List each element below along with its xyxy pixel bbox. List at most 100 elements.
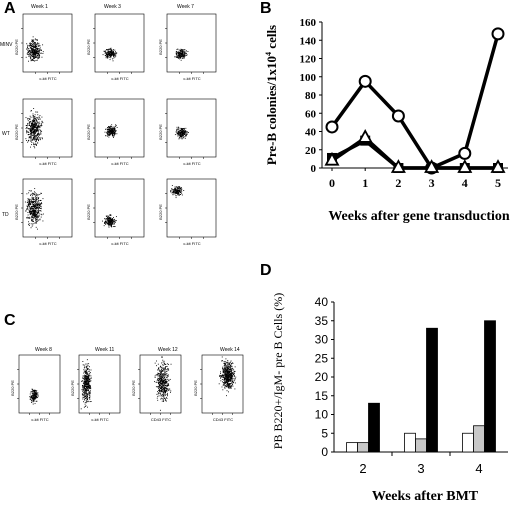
event-dot bbox=[88, 371, 90, 373]
event-dot bbox=[229, 376, 231, 378]
event-dot bbox=[182, 133, 183, 135]
event-dot bbox=[28, 203, 30, 205]
event-dot bbox=[33, 127, 35, 129]
dotplot-x-label: c-kit FITC bbox=[183, 76, 200, 81]
event-dot bbox=[28, 128, 29, 130]
event-dot bbox=[31, 212, 33, 214]
event-dot bbox=[232, 362, 234, 364]
event-dot bbox=[84, 406, 86, 407]
event-dot bbox=[26, 130, 27, 132]
event-dot bbox=[30, 55, 32, 57]
event-dot bbox=[42, 51, 44, 53]
event-dot bbox=[154, 376, 156, 378]
event-dot bbox=[229, 372, 230, 374]
event-dot bbox=[161, 362, 163, 364]
event-dot bbox=[86, 384, 88, 386]
event-dot bbox=[226, 366, 227, 368]
event-dot bbox=[33, 55, 35, 57]
event-dot bbox=[33, 398, 35, 399]
event-dot bbox=[33, 204, 35, 206]
event-dot bbox=[158, 395, 160, 397]
event-dot bbox=[86, 389, 88, 391]
event-dot bbox=[88, 381, 90, 382]
event-dot bbox=[33, 201, 35, 202]
x-tick-label: 4 bbox=[462, 176, 468, 190]
event-dot bbox=[107, 217, 109, 219]
event-dot bbox=[182, 49, 184, 51]
event-dot bbox=[226, 376, 228, 378]
event-dot bbox=[37, 130, 39, 132]
event-dot bbox=[227, 362, 229, 364]
event-dot bbox=[228, 380, 230, 382]
event-dot bbox=[33, 400, 35, 401]
event-dot bbox=[41, 137, 43, 139]
event-dot bbox=[165, 391, 167, 393]
event-dot bbox=[181, 133, 183, 135]
x-tick-label: 2 bbox=[359, 461, 366, 476]
event-dot bbox=[115, 130, 117, 132]
event-dot bbox=[225, 384, 227, 386]
event-dot bbox=[174, 188, 176, 190]
event-dot bbox=[160, 376, 162, 378]
event-dot bbox=[85, 400, 87, 402]
event-dot bbox=[33, 55, 35, 57]
event-dot bbox=[232, 374, 234, 376]
event-dot bbox=[162, 382, 164, 384]
event-dot bbox=[29, 200, 30, 202]
event-dot bbox=[34, 403, 36, 405]
event-dot bbox=[39, 133, 41, 135]
event-dot bbox=[160, 395, 162, 397]
event-dot bbox=[113, 53, 115, 55]
event-dot bbox=[36, 199, 38, 201]
event-dot bbox=[185, 135, 187, 137]
event-dot bbox=[27, 140, 29, 142]
event-dot bbox=[223, 378, 225, 380]
event-dot bbox=[159, 381, 161, 383]
event-dot bbox=[114, 133, 116, 135]
event-dot bbox=[30, 134, 32, 136]
event-dot bbox=[35, 44, 36, 46]
event-dot bbox=[33, 45, 34, 47]
event-dot bbox=[31, 121, 33, 123]
event-dot bbox=[39, 49, 41, 51]
event-dot bbox=[182, 131, 184, 133]
event-dot bbox=[89, 391, 91, 393]
event-dot bbox=[26, 48, 27, 50]
event-dot bbox=[109, 214, 111, 216]
event-dot bbox=[85, 372, 87, 373]
event-dot bbox=[85, 377, 87, 379]
event-dot bbox=[165, 388, 167, 389]
event-dot bbox=[84, 386, 86, 387]
event-dot bbox=[33, 203, 35, 205]
event-dot bbox=[164, 388, 166, 390]
event-dot bbox=[114, 56, 116, 58]
event-dot bbox=[37, 200, 39, 202]
event-dot bbox=[179, 54, 181, 56]
event-dot bbox=[38, 125, 39, 127]
event-dot bbox=[219, 376, 221, 377]
event-dot bbox=[89, 387, 91, 389]
event-dot bbox=[107, 55, 109, 57]
event-dot bbox=[178, 127, 180, 129]
event-dot bbox=[28, 49, 30, 51]
event-dot bbox=[108, 54, 110, 55]
event-dot bbox=[163, 374, 165, 376]
event-dot bbox=[40, 192, 42, 194]
event-dot bbox=[224, 363, 225, 365]
event-dot bbox=[181, 129, 183, 130]
event-dot bbox=[32, 51, 34, 53]
event-dot bbox=[36, 48, 38, 49]
event-dot bbox=[34, 139, 36, 141]
event-dot bbox=[111, 222, 113, 223]
event-dot bbox=[33, 197, 35, 198]
event-dot bbox=[35, 140, 37, 142]
event-dot bbox=[161, 390, 163, 392]
event-dot bbox=[40, 216, 42, 218]
event-dot bbox=[111, 128, 113, 129]
event-dot bbox=[186, 131, 188, 133]
event-dot bbox=[83, 398, 85, 400]
event-dot bbox=[160, 385, 162, 387]
event-dot bbox=[38, 57, 40, 59]
event-dot bbox=[181, 55, 183, 57]
event-dot bbox=[167, 378, 169, 380]
